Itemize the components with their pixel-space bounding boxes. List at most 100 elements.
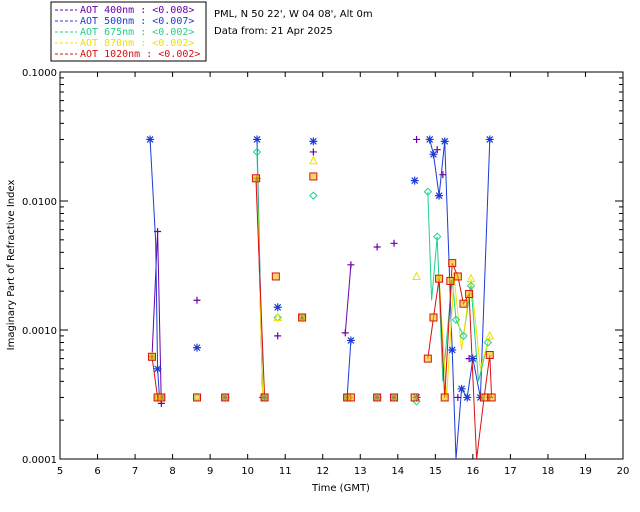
series-1-line-2 <box>346 340 352 398</box>
legend-label-0: AOT 400nm : <0.008> <box>80 5 194 16</box>
series-1-point-20 <box>448 345 457 354</box>
series-0-point-8 <box>309 148 317 156</box>
legend-label-4: AOT 1020nm : <0.002> <box>80 49 200 60</box>
series-4-point-24 <box>480 393 489 402</box>
series-4-point-23 <box>465 290 474 299</box>
series-1-point-7 <box>273 303 282 312</box>
series-2-point-11 <box>433 232 442 241</box>
series-1-point-1 <box>153 364 162 373</box>
series-4-point-5 <box>251 174 260 183</box>
legend-label-2: AOT 675nm : <0.002> <box>80 27 194 38</box>
x-axis-label: Time (GMT) <box>311 483 370 494</box>
series-3-point-3 <box>273 312 283 321</box>
series-0-point-9 <box>341 329 349 337</box>
series-markers <box>146 135 496 407</box>
series-4-point-21 <box>453 272 462 281</box>
series-3-point-10 <box>485 330 495 340</box>
series-4-point-14 <box>410 393 419 402</box>
x-tick-label-13: 13 <box>354 466 367 477</box>
series-4-point-16 <box>429 313 438 322</box>
series-2-line-1 <box>427 191 489 382</box>
series-1-point-11 <box>346 336 355 345</box>
x-tick-label-9: 9 <box>207 466 213 477</box>
series-1-point-17 <box>429 150 438 159</box>
x-tick-label-16: 16 <box>466 466 479 477</box>
series-4-point-3 <box>192 393 201 402</box>
series-4-line-1 <box>255 178 266 398</box>
series-0-point-3 <box>193 296 201 304</box>
series-1-line-3 <box>429 139 491 460</box>
series-1-point-22 <box>463 393 472 402</box>
series-2-point-12 <box>451 315 461 324</box>
series-1-point-21 <box>457 384 466 393</box>
series-4-point-25 <box>485 351 494 360</box>
series-1-point-19 <box>440 137 449 146</box>
series-4-line-2 <box>427 262 493 460</box>
series-4-point-4 <box>221 393 230 402</box>
x-tick-label-7: 7 <box>132 466 138 477</box>
series-4-point-18 <box>440 393 449 402</box>
y-tick-label-3: 0.1000 <box>22 68 57 79</box>
series-1-line-0 <box>149 139 160 398</box>
series-1-point-25 <box>485 135 494 144</box>
series-0-line-2 <box>344 264 352 333</box>
series-1-point-18 <box>435 191 444 200</box>
x-tick-label-20: 20 <box>617 466 630 477</box>
series-2-point-7 <box>309 191 318 200</box>
series-0-point-13 <box>413 135 421 143</box>
axis-ticks: 5 6 7 8 9 10 11 12 13 14 15 16 17 18 19 20 0.0001 0.0010 0… <box>22 68 629 477</box>
series-4-point-2 <box>157 393 166 402</box>
y-tick-label-2: 0.0100 <box>22 197 57 208</box>
series-0-point-11 <box>373 243 381 251</box>
series-1-point-23 <box>468 354 477 363</box>
date-text: Data from: 21 Apr 2025 <box>214 26 333 37</box>
series-4-point-0 <box>147 352 156 361</box>
series-0-point-12 <box>390 239 398 247</box>
x-tick-label-11: 11 <box>279 466 292 477</box>
series-4-point-20 <box>448 259 457 268</box>
series-1-point-5 <box>253 135 262 144</box>
series-4-point-13 <box>390 393 399 402</box>
series-3-point-5 <box>309 155 318 165</box>
x-tick-label-10: 10 <box>241 466 254 477</box>
series-3-point-6 <box>412 271 421 280</box>
series-2-point-13 <box>459 331 468 341</box>
series-0-point-14 <box>433 146 441 154</box>
legend-label-1: AOT 500nm : <0.007> <box>80 16 194 27</box>
plot-frame <box>59 71 624 460</box>
series-0-point-6 <box>274 332 282 340</box>
y-tick-label-1: 0.0010 <box>22 326 57 337</box>
x-tick-label-5: 5 <box>57 466 63 477</box>
series-4-point-17 <box>435 274 444 283</box>
series-1-point-0 <box>146 135 155 144</box>
x-tick-label-15: 15 <box>429 466 442 477</box>
series-0-point-10 <box>347 261 355 269</box>
y-axis-label: Imaginary Part of Refractive Index <box>6 180 17 351</box>
x-tick-label-8: 8 <box>169 466 175 477</box>
series-4-point-11 <box>346 393 355 402</box>
series-1-point-14 <box>410 176 419 185</box>
series-4-point-19 <box>446 276 455 285</box>
x-tick-label-12: 12 <box>316 466 329 477</box>
series-4-point-26 <box>487 393 496 402</box>
series-0-point-16 <box>454 393 462 401</box>
x-tick-label-19: 19 <box>579 466 592 477</box>
series-4-point-8 <box>298 313 307 322</box>
series-4-point-7 <box>271 272 280 281</box>
series-4-point-15 <box>423 354 432 363</box>
series-2-point-3 <box>252 147 262 157</box>
series-2-point-10 <box>423 187 433 196</box>
x-tick-label-6: 6 <box>94 466 100 477</box>
series-1-point-16 <box>425 135 434 144</box>
legend-label-3: AOT 870nm : <0.002> <box>80 38 194 49</box>
series-1-point-9 <box>309 137 318 146</box>
series-2-point-14 <box>466 281 476 291</box>
series-lines <box>149 139 493 460</box>
series-2-point-15 <box>483 338 493 347</box>
series-0-point-1 <box>154 228 162 236</box>
location-text: PML, N 50 22', W 04 08', Alt 0m <box>214 9 373 20</box>
y-tick-label-0: 0.0001 <box>22 455 57 466</box>
x-tick-label-14: 14 <box>391 466 404 477</box>
